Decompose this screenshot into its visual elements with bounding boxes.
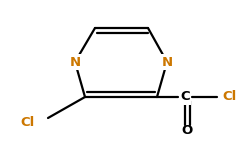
- Text: Cl: Cl: [222, 90, 236, 104]
- Text: N: N: [161, 55, 173, 68]
- Text: O: O: [181, 125, 193, 138]
- Text: N: N: [69, 55, 81, 68]
- Text: Cl: Cl: [21, 117, 35, 129]
- Text: C: C: [180, 90, 190, 104]
